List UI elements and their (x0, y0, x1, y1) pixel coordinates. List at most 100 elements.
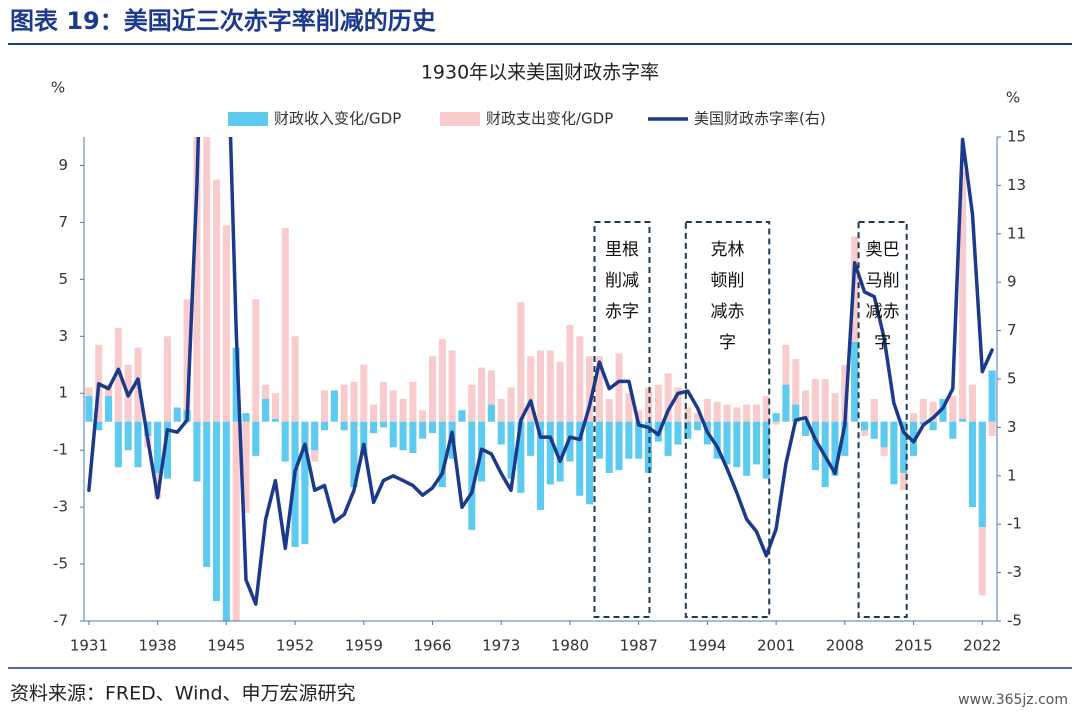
bar (605, 421, 613, 473)
bar (252, 299, 260, 422)
bar (546, 421, 554, 485)
bar (949, 421, 957, 439)
bar (252, 421, 260, 456)
bar (134, 421, 142, 468)
bar (271, 393, 279, 422)
source: 资料来源：FRED、Wind、申万宏源研究 (10, 683, 356, 705)
bar (851, 341, 859, 422)
y-tick-label: -7 (53, 612, 68, 630)
bar (595, 421, 603, 459)
bar (222, 421, 230, 621)
annotation-text: 里根削减赤字 (605, 240, 639, 322)
bar (281, 228, 289, 422)
bar (193, 137, 201, 422)
bar (517, 302, 525, 422)
bar (586, 421, 594, 505)
y-tick-label: 5 (58, 270, 68, 288)
bar (114, 421, 122, 468)
bar (831, 421, 839, 476)
bar (556, 361, 564, 422)
bar (536, 421, 545, 510)
bar (713, 401, 721, 422)
y2-tick-label: 1 (1007, 466, 1017, 484)
bar (703, 398, 711, 422)
bar (262, 398, 270, 422)
x-tick-label: 1994 (688, 637, 726, 655)
x-tick-label: 1952 (276, 637, 314, 655)
bar (860, 421, 869, 431)
bar (222, 225, 230, 422)
legend: 财政收入变化/GDP 财政支出变化/GDP 美国财政赤字率(右) (228, 110, 826, 128)
bar (566, 324, 574, 422)
bar (507, 421, 515, 479)
bar (802, 390, 810, 422)
bar (389, 390, 397, 422)
y2-tick-label: -5 (1007, 612, 1022, 630)
bar (487, 404, 495, 422)
bar (811, 421, 819, 471)
bar (419, 410, 427, 422)
bar (615, 353, 623, 422)
bar (674, 387, 682, 422)
bar (340, 384, 348, 422)
bar (635, 410, 643, 422)
bar (340, 421, 348, 431)
bar (271, 418, 279, 422)
bar (105, 396, 113, 422)
bar (959, 171, 967, 422)
bar (733, 407, 741, 422)
bar (399, 398, 407, 422)
bar (664, 373, 672, 422)
bar (733, 421, 741, 468)
bar (399, 421, 407, 451)
bar (360, 421, 368, 456)
bar (487, 370, 495, 422)
bar (968, 384, 976, 422)
bar (841, 364, 849, 422)
bar (625, 421, 633, 459)
bar (752, 421, 761, 465)
bar (713, 421, 721, 459)
bar (821, 379, 829, 422)
bar (468, 421, 476, 530)
x-tick-label: 2008 (826, 637, 864, 655)
legend-label: 美国财政赤字率(右) (694, 110, 826, 128)
chart-title: 1930年以来美国财政赤字率 (421, 62, 659, 84)
x-tick-label: 2022 (963, 637, 1001, 655)
bar (762, 421, 770, 479)
bar (880, 421, 888, 448)
bar (242, 413, 250, 422)
bar (527, 421, 535, 456)
y2-tick-label: 11 (1007, 224, 1026, 242)
bar (163, 421, 171, 479)
legend-swatch (228, 112, 268, 126)
legend-label: 财政支出变化/GDP (486, 110, 613, 128)
bar (527, 356, 535, 422)
bar (173, 407, 181, 422)
bar (576, 421, 584, 496)
bar (497, 398, 505, 422)
bar (792, 404, 800, 422)
x-tick-label: 1931 (70, 637, 108, 655)
x-tick-label: 1938 (139, 637, 177, 655)
bar (870, 398, 878, 422)
bar (949, 396, 957, 422)
annotation-box (684, 221, 771, 618)
bar (870, 421, 878, 439)
bar (919, 398, 927, 422)
bar (782, 384, 790, 422)
x-tick-label: 1987 (620, 637, 658, 655)
bar (193, 421, 201, 482)
bar (301, 421, 309, 545)
bar (988, 421, 996, 436)
bar (900, 421, 908, 473)
bar (851, 236, 859, 422)
bar (723, 404, 731, 422)
x-tick-label: 1973 (482, 637, 520, 655)
bar (409, 381, 417, 422)
bar (468, 384, 476, 422)
annotation-box (593, 221, 651, 618)
plot-area (85, 137, 996, 621)
line (87, 137, 994, 606)
y-axis-label: % (51, 79, 65, 97)
